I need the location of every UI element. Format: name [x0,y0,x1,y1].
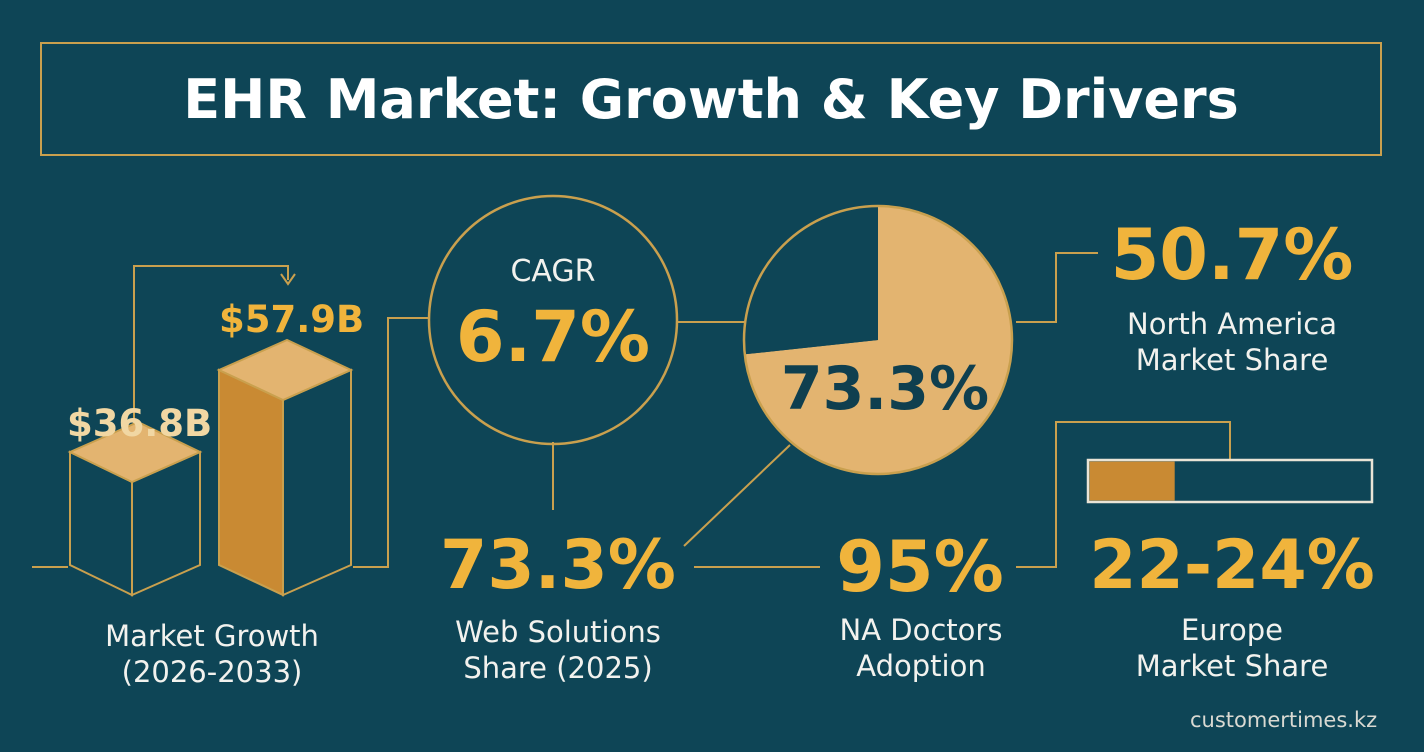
europe-share-value: 22-24% [1089,526,1375,605]
footer-source: customertimes.kz [1190,708,1378,732]
bar-top-face-2 [216,338,354,402]
web-solutions-label-line-2: Share (2025) [463,651,653,685]
pie-slice-gold [744,206,1012,474]
na-share-value: 50.7% [1110,214,1354,296]
cagr-circle [427,194,679,446]
page-title: EHR Market: Growth & Key Drivers [183,67,1239,131]
bar-value-label-2: $57.9B [219,298,365,341]
na-share-label-line-1: North America [1127,307,1337,341]
web-solutions-value: 73.3% [440,526,676,605]
pie-to-web-line [683,444,791,547]
arrow-head-icon [280,273,296,286]
web-solutions-pie [742,204,1014,476]
doctors-to-europe-line [1016,421,1231,568]
europe-share-bar [1086,458,1374,504]
bar-to-cagr-line [353,317,430,568]
europe-share-label: Europe Market Share [1094,612,1370,684]
na-doctors-value: 95% [836,526,1004,608]
web-solutions-label-line-1: Web Solutions [455,615,661,649]
europe-share-label-line-2: Market Share [1135,649,1329,683]
pie-slice-dark [744,206,878,355]
europe-bar-fill [1089,461,1175,501]
pie-center-label: 73.3% [780,354,990,424]
market-growth-bars [67,338,354,597]
bar-front-face-2 [218,368,284,597]
market-growth-label-line-2: (2026-2033) [121,655,303,689]
na-doctors-label-line-1: NA Doctors [839,613,1003,647]
na-doctors-label-line-2: Adoption [856,649,986,683]
market-growth-label: Market Growth (2026-2033) [62,618,362,690]
na-doctors-label: NA Doctors Adoption [786,612,1056,684]
europe-share-label-line-1: Europe [1181,613,1283,647]
bar-side-face-2 [282,368,352,597]
title-box: EHR Market: Growth & Key Drivers [40,42,1382,156]
growth-arrow-line [133,265,289,425]
web-solutions-label: Web Solutions Share (2025) [418,614,698,686]
europe-bar-track [1086,458,1374,504]
cagr-value: 6.7% [455,296,651,378]
cagr-label: CAGR [510,254,596,289]
na-share-label: North America Market Share [1092,306,1372,378]
na-share-label-line-2: Market Share [1135,343,1329,377]
pie-to-na-line [1016,252,1098,323]
bar-top-face-1 [67,420,203,484]
pie-outline [742,204,1014,476]
market-growth-label-line-1: Market Growth [105,619,319,653]
bar-value-label-1: $36.8B [67,402,213,445]
connector-lines [32,252,1231,568]
